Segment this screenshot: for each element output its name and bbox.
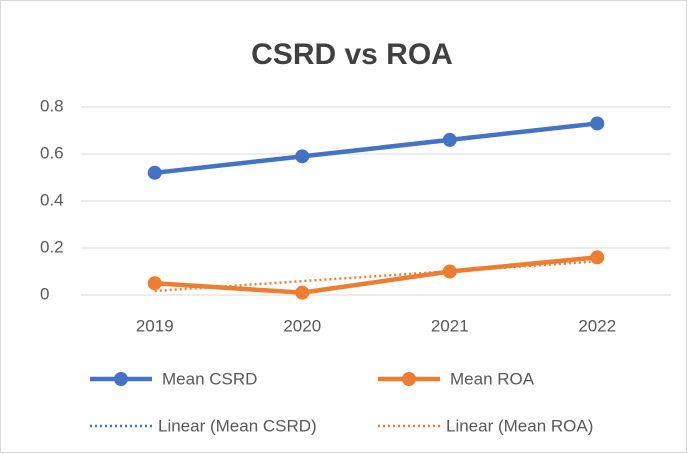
point (442, 132, 457, 147)
point (147, 276, 162, 291)
x-tick-label: 2022 (578, 316, 616, 335)
legend-label: Linear (Mean ROA) (446, 416, 593, 435)
chart-title: CSRD vs ROA (251, 38, 453, 71)
x-tick-label: 2019 (136, 316, 174, 335)
trend-line (154, 260, 598, 293)
y-tick-label: 0.2 (40, 237, 64, 256)
point (442, 264, 457, 279)
legend-marker (402, 372, 416, 386)
y-tick-label: 0.4 (40, 190, 64, 209)
y-tick-label: 0.8 (40, 96, 64, 115)
legend-label: Linear (Mean CSRD) (158, 416, 317, 435)
y-tick-label: 0 (40, 284, 49, 303)
point (147, 165, 162, 180)
series-line (154, 255, 598, 295)
point (590, 116, 605, 131)
point (590, 250, 605, 265)
legend-label: Mean ROA (450, 369, 535, 388)
x-tick-label: 2021 (431, 316, 469, 335)
y-tick-label: 0.6 (40, 143, 64, 162)
x-tick-label: 2020 (283, 316, 321, 335)
legend-label: Mean CSRD (162, 369, 257, 388)
series-line (154, 121, 598, 176)
point (295, 149, 310, 164)
legend-marker (114, 372, 128, 386)
point (295, 285, 310, 300)
